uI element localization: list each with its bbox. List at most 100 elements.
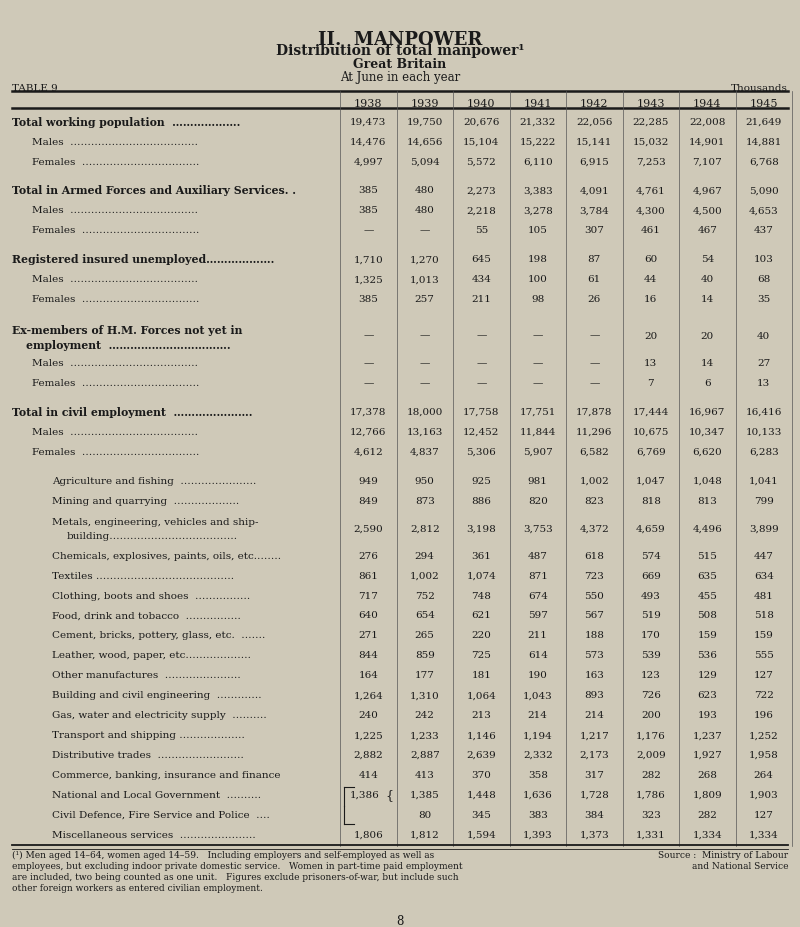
Text: 307: 307: [584, 226, 604, 235]
Text: Chemicals, explosives, paints, oils, etc.…….: Chemicals, explosives, paints, oils, etc…: [52, 552, 281, 561]
Text: Gas, water and electricity supply  ……….: Gas, water and electricity supply ……….: [52, 711, 266, 720]
Text: 493: 493: [641, 591, 661, 601]
Text: 61: 61: [588, 275, 601, 285]
Text: 214: 214: [528, 711, 548, 720]
Text: Females  …………………………….: Females …………………………….: [32, 158, 199, 167]
Text: 15,222: 15,222: [519, 137, 556, 146]
Text: 799: 799: [754, 497, 774, 506]
Text: —: —: [419, 226, 430, 235]
Text: 5,572: 5,572: [466, 158, 496, 167]
Text: 17,378: 17,378: [350, 408, 386, 417]
Text: 1,264: 1,264: [354, 692, 383, 700]
Text: —: —: [589, 332, 599, 340]
Text: —: —: [363, 332, 374, 340]
Text: 1,809: 1,809: [692, 791, 722, 800]
Text: 22,056: 22,056: [576, 118, 613, 127]
Text: 323: 323: [641, 811, 661, 820]
Text: 1,806: 1,806: [354, 831, 383, 840]
Text: 190: 190: [528, 671, 548, 680]
Text: are included, two being counted as one unit.   Figures exclude prisoners-of-war,: are included, two being counted as one u…: [12, 873, 458, 883]
Text: 950: 950: [415, 476, 434, 486]
Text: 413: 413: [415, 771, 434, 781]
Text: 361: 361: [471, 552, 491, 561]
Text: 1,728: 1,728: [579, 791, 609, 800]
Text: 14,476: 14,476: [350, 137, 386, 146]
Text: 1944: 1944: [693, 99, 722, 109]
Text: 370: 370: [471, 771, 491, 781]
Text: 1939: 1939: [410, 99, 439, 109]
Text: 555: 555: [754, 652, 774, 660]
Text: 5,090: 5,090: [749, 186, 778, 196]
Text: 14,881: 14,881: [746, 137, 782, 146]
Text: Ex-members of H.M. Forces not yet in: Ex-members of H.M. Forces not yet in: [12, 325, 242, 336]
Text: 358: 358: [528, 771, 548, 781]
Text: 20: 20: [701, 332, 714, 340]
Text: 282: 282: [641, 771, 661, 781]
Text: 2,218: 2,218: [466, 207, 496, 215]
Text: 873: 873: [415, 497, 434, 506]
Text: 13: 13: [644, 359, 658, 368]
Text: 21,332: 21,332: [519, 118, 556, 127]
Text: 6,582: 6,582: [579, 448, 609, 457]
Text: 1,927: 1,927: [692, 751, 722, 760]
Text: 654: 654: [415, 612, 434, 620]
Text: 1,594: 1,594: [466, 831, 496, 840]
Text: 2,173: 2,173: [579, 751, 609, 760]
Text: 2,882: 2,882: [354, 751, 383, 760]
Text: 10,675: 10,675: [633, 428, 669, 437]
Text: 10,133: 10,133: [746, 428, 782, 437]
Text: —: —: [476, 359, 486, 368]
Text: 8: 8: [396, 915, 404, 927]
Text: Total in civil employment  ………………….: Total in civil employment ………………….: [12, 407, 253, 418]
Text: 213: 213: [471, 711, 491, 720]
Text: 722: 722: [754, 692, 774, 700]
Text: 35: 35: [757, 295, 770, 304]
Text: 16,416: 16,416: [746, 408, 782, 417]
Text: 4,372: 4,372: [579, 524, 609, 533]
Text: —: —: [533, 379, 543, 388]
Text: 4,091: 4,091: [579, 186, 609, 196]
Text: 159: 159: [754, 631, 774, 641]
Text: 2,639: 2,639: [466, 751, 496, 760]
Text: 6,768: 6,768: [749, 158, 778, 167]
Text: Leather, wood, paper, etc……………….: Leather, wood, paper, etc……………….: [52, 652, 251, 660]
Text: 480: 480: [415, 186, 434, 196]
Text: 467: 467: [698, 226, 717, 235]
Text: 1,237: 1,237: [692, 731, 722, 740]
Text: 1,385: 1,385: [410, 791, 440, 800]
Text: —: —: [363, 379, 374, 388]
Text: 15,032: 15,032: [633, 137, 669, 146]
Text: 17,444: 17,444: [633, 408, 669, 417]
Text: 949: 949: [358, 476, 378, 486]
Text: 813: 813: [698, 497, 717, 506]
Text: 7: 7: [647, 379, 654, 388]
Text: 282: 282: [698, 811, 717, 820]
Text: Agriculture and fishing  ………………….: Agriculture and fishing ………………….: [52, 476, 256, 486]
Text: Mining and quarrying  ……………….: Mining and quarrying ……………….: [52, 497, 239, 506]
Text: other foreign workers as entered civilian employment.: other foreign workers as entered civilia…: [12, 884, 263, 894]
Text: 597: 597: [528, 612, 548, 620]
Text: 14,656: 14,656: [406, 137, 443, 146]
Text: 6: 6: [704, 379, 710, 388]
Text: Building and civil engineering  ………….: Building and civil engineering ………….: [52, 692, 262, 700]
Text: 15,141: 15,141: [576, 137, 613, 146]
Text: 1,043: 1,043: [523, 692, 553, 700]
Text: 6,769: 6,769: [636, 448, 666, 457]
Text: employees, but excluding indoor private domestic service.   Women in part-time p: employees, but excluding indoor private …: [12, 862, 462, 871]
Text: {: {: [386, 789, 394, 802]
Text: 434: 434: [471, 275, 491, 285]
Text: 196: 196: [754, 711, 774, 720]
Text: 60: 60: [644, 255, 658, 264]
Text: Females  …………………………….: Females …………………………….: [32, 379, 199, 388]
Text: Metals, engineering, vehicles and ship-: Metals, engineering, vehicles and ship-: [52, 517, 258, 527]
Text: Males  ……………………………….: Males ……………………………….: [32, 428, 198, 437]
Text: Great Britain: Great Britain: [354, 58, 446, 71]
Text: 1,041: 1,041: [749, 476, 778, 486]
Text: Distribution of total manpower¹: Distribution of total manpower¹: [276, 44, 524, 58]
Text: 68: 68: [757, 275, 770, 285]
Text: 198: 198: [528, 255, 548, 264]
Text: 3,753: 3,753: [523, 524, 553, 533]
Text: 242: 242: [415, 711, 434, 720]
Text: 635: 635: [698, 572, 717, 580]
Text: 1,047: 1,047: [636, 476, 666, 486]
